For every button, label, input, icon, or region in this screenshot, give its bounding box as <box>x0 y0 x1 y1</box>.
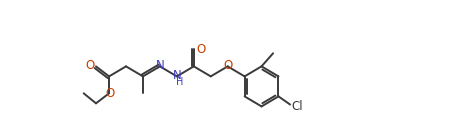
Text: H: H <box>176 77 184 87</box>
Text: Cl: Cl <box>291 100 303 113</box>
Text: N: N <box>156 59 164 72</box>
Text: O: O <box>105 87 114 100</box>
Text: O: O <box>223 59 232 72</box>
Text: O: O <box>197 43 206 56</box>
Text: N: N <box>173 69 182 82</box>
Text: O: O <box>85 59 94 72</box>
